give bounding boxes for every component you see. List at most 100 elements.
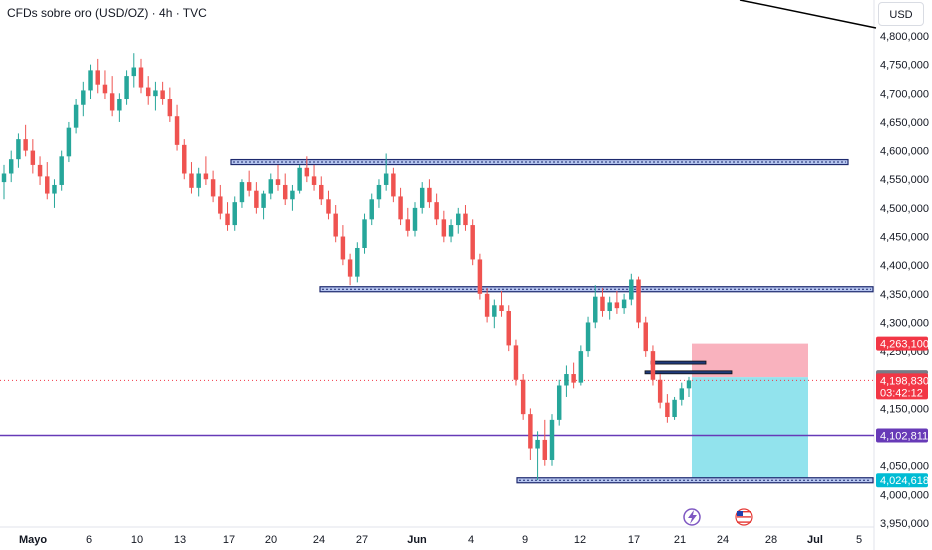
candle-body <box>650 351 656 380</box>
candle-body <box>282 184 288 200</box>
y-tick-label: 4,050,000 <box>880 461 929 473</box>
candle-body <box>369 199 374 220</box>
candle-body <box>225 213 230 226</box>
x-tick-label: 6 <box>86 534 92 546</box>
candle-body <box>441 219 447 237</box>
candle-body <box>470 225 475 260</box>
stop-price-label: 4,263,100 <box>880 339 929 351</box>
candle-body <box>593 296 598 323</box>
y-tick-label: 4,650,000 <box>880 117 929 129</box>
candle-body <box>203 173 209 180</box>
candle-body <box>268 179 274 194</box>
candle-body <box>621 299 627 309</box>
candle-body <box>686 380 692 389</box>
candle-body <box>210 179 216 197</box>
y-tick-label: 4,450,000 <box>880 232 929 244</box>
candle-body <box>59 156 64 185</box>
stop-price-label-bg <box>876 336 928 351</box>
flag-stripe <box>737 518 751 521</box>
candle-body <box>88 70 93 91</box>
candle-body <box>297 167 302 191</box>
candle-body <box>261 193 266 208</box>
x-tick-label: 20 <box>265 534 277 546</box>
candle-body <box>419 187 425 208</box>
resistance-zone-upper <box>230 158 849 166</box>
candle-body <box>477 259 483 294</box>
y-tick-label: 4,350,000 <box>880 289 929 301</box>
candle-body <box>412 207 418 231</box>
candle-body <box>81 90 86 105</box>
x-tick-label: Jun <box>407 534 427 546</box>
candle-body <box>456 213 461 226</box>
candle-body <box>304 167 310 177</box>
candle-body <box>319 184 324 200</box>
resistance-zone-middle <box>319 286 874 293</box>
candle-body <box>528 414 533 449</box>
candle-body <box>398 196 403 220</box>
y-tick-label: 4,300,000 <box>880 317 929 329</box>
candle-body <box>405 219 411 231</box>
candle-body <box>542 439 548 460</box>
candle-body <box>37 164 43 177</box>
candle-body <box>448 225 454 237</box>
candle-body <box>189 173 194 188</box>
y-tick-label: 4,550,000 <box>880 174 929 186</box>
candle-body <box>636 279 641 323</box>
y-tick-label: 4,600,000 <box>880 146 929 158</box>
last-price-label: 4,198,830 <box>880 375 929 387</box>
candle-body <box>290 190 295 200</box>
x-tick-label: 5 <box>856 534 862 546</box>
candle-body <box>117 99 122 111</box>
candle-body <box>153 90 158 97</box>
candle-body <box>376 184 382 200</box>
flag-stripe <box>737 511 751 513</box>
candle-body <box>131 67 137 77</box>
last-price-label-bg <box>876 373 928 400</box>
candle-body <box>629 279 634 300</box>
x-tick-label: 24 <box>313 534 325 546</box>
entry-marker-lower <box>644 370 733 375</box>
y-tick-label: 4,400,000 <box>880 260 929 272</box>
candle-body <box>679 388 685 400</box>
candle-body <box>614 302 620 309</box>
candle-body <box>326 199 331 214</box>
candle-body <box>333 213 338 237</box>
candle-body <box>8 159 14 174</box>
candle-body <box>160 90 165 100</box>
candle-body <box>607 302 612 312</box>
candle-body <box>340 236 346 260</box>
x-tick-label: Mayo <box>19 534 47 546</box>
candle-body <box>513 345 519 380</box>
x-tick-label: Jul <box>807 534 823 546</box>
candle-body <box>311 176 317 185</box>
candle-body <box>427 187 432 203</box>
x-tick-label: 24 <box>717 534 729 546</box>
candle-body <box>362 219 367 248</box>
candle-body <box>102 84 108 94</box>
flag-stripe <box>737 521 751 523</box>
candle-body <box>571 374 576 383</box>
countdown-label: 03:42:12 <box>880 387 923 399</box>
candle-body <box>499 305 504 312</box>
candle-body <box>95 70 100 85</box>
trend-line <box>739 0 877 29</box>
candle-body <box>16 139 21 160</box>
take-profit-zone <box>692 377 808 481</box>
candle-body <box>520 379 526 415</box>
candle-body <box>556 385 562 420</box>
candle-body <box>45 176 50 194</box>
y-tick-label: 4,750,000 <box>880 60 929 72</box>
candle-body <box>355 247 360 277</box>
y-tick-label: 3,950,000 <box>880 518 929 530</box>
candle-body <box>275 179 281 185</box>
y-tick-label: 4,800,000 <box>880 31 929 43</box>
candle-body <box>535 439 540 449</box>
x-tick-label: 9 <box>522 534 528 546</box>
candle-body <box>196 173 201 188</box>
candle-body <box>239 182 245 203</box>
y-tick-label: 4,150,000 <box>880 403 929 415</box>
target-price-label-bg <box>876 473 928 488</box>
currency-button[interactable]: USD <box>878 2 924 26</box>
x-tick-label: 28 <box>765 534 777 546</box>
